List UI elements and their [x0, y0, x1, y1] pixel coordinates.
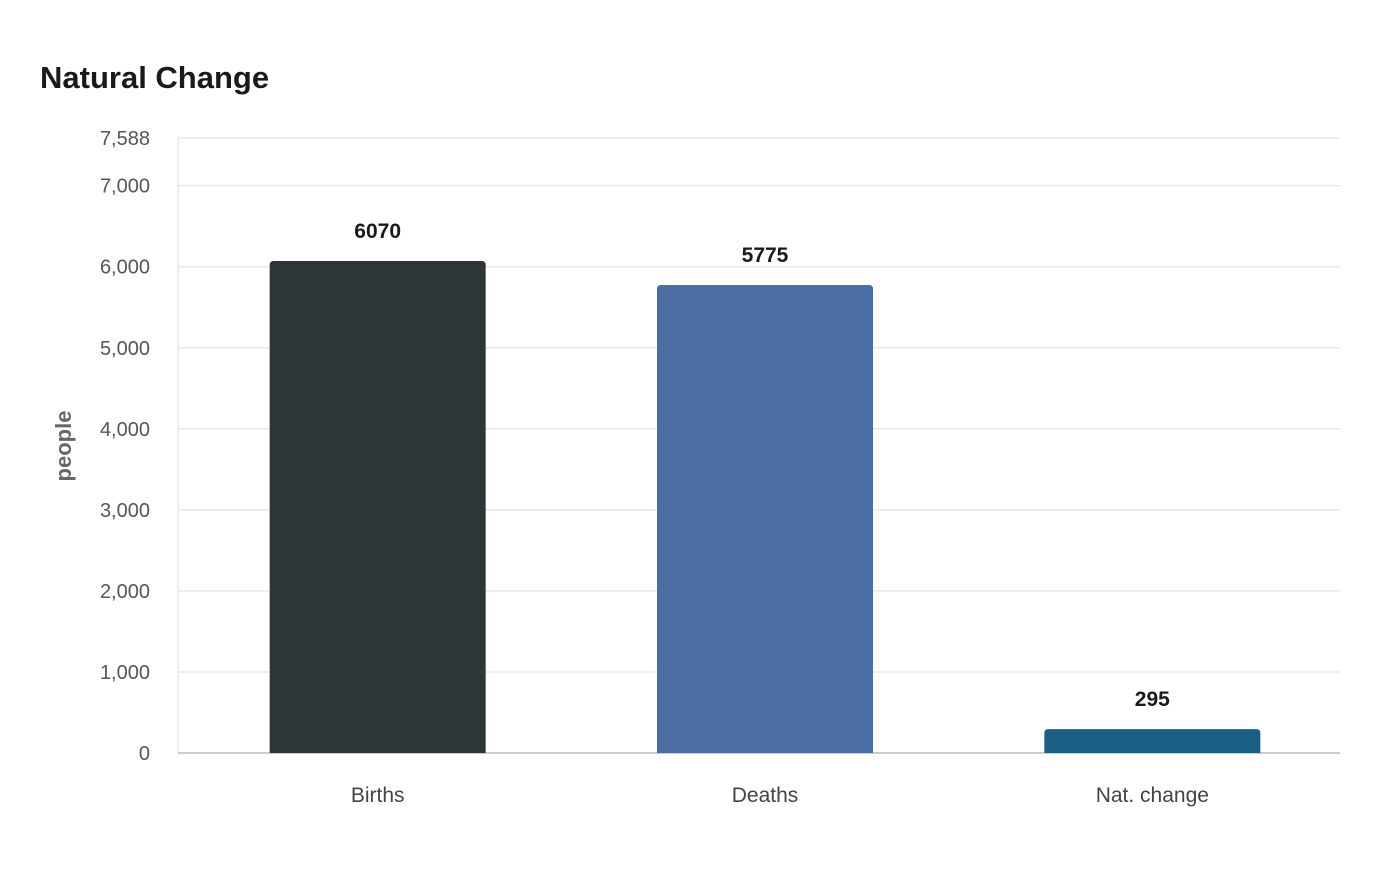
category-label: Nat. change	[1096, 784, 1209, 807]
data-label: 6070	[354, 220, 401, 243]
data-label: 295	[1135, 688, 1170, 711]
category-label: Births	[351, 784, 405, 807]
y-tick-label: 7,000	[100, 176, 150, 198]
data-labels: 6070 5775 295	[354, 220, 1170, 711]
y-tick-label: 6,000	[100, 257, 150, 279]
y-tick-label: 2,000	[100, 581, 150, 603]
y-tick-label: 0	[139, 743, 150, 765]
data-label: 5775	[742, 244, 789, 267]
y-tick-label: 3,000	[100, 500, 150, 522]
y-tick-label: 7,588	[100, 128, 150, 150]
category-labels: Births Deaths Nat. change	[351, 784, 1209, 807]
bars	[269, 261, 1261, 753]
y-tick-label: 5,000	[100, 338, 150, 360]
y-tick-labels: 0 1,000 2,000 3,000 4,000 5,000 6,000 7,000 7,58…	[100, 128, 150, 765]
y-tick-label: 4,000	[100, 419, 150, 441]
category-label: Deaths	[732, 784, 799, 807]
chart-title: Natural Change	[40, 60, 270, 95]
y-axis-title: people	[51, 411, 76, 482]
y-tick-label: 1,000	[100, 662, 150, 684]
bar-births	[269, 261, 486, 753]
bar-nat-change	[1044, 729, 1261, 753]
bar-deaths	[657, 284, 873, 753]
